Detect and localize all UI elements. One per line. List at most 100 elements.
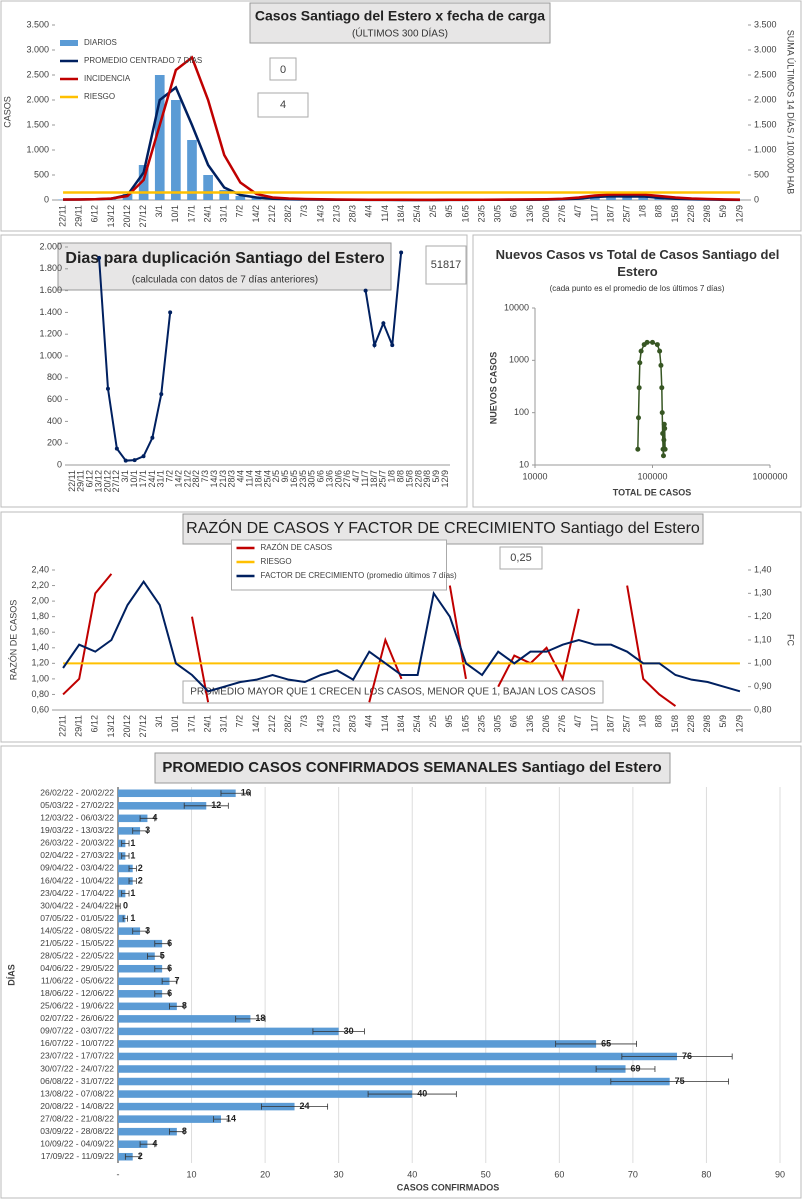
point (644, 339, 650, 345)
x-tick-label: 1/8 (387, 470, 397, 483)
y-tick-label: 20/08/22 - 14/08/22 (40, 1101, 114, 1111)
bar (118, 990, 163, 998)
annotation: 4 (280, 99, 286, 111)
title-box (57, 242, 392, 291)
x-tick-label: 31/1 (219, 205, 229, 223)
data-label: 8 (182, 1001, 187, 1011)
x-tick-label: 7/3 (299, 715, 309, 728)
x-tick-label: 20/6 (333, 470, 343, 488)
bar (118, 814, 148, 823)
error-bar (132, 928, 148, 935)
error-bar (220, 790, 251, 797)
x-tick-label: 25/4 (262, 470, 272, 488)
y-axis-label: RAZÓN DE CASOS (8, 600, 18, 681)
error-bar (128, 878, 137, 884)
bar (118, 1040, 597, 1048)
y2-tick-label: 0,80 (754, 704, 772, 714)
y-tick-label: 09/04/22 - 03/04/22 (40, 863, 114, 873)
x-tick-label: 29/11 (74, 205, 84, 227)
x-tick-label: 5/9 (431, 470, 441, 483)
x-tick-label: 21/2 (267, 205, 277, 223)
x-tick-label: 13/6 (525, 715, 535, 733)
x-tick-label: 27/6 (557, 205, 567, 223)
error-bar (169, 1003, 185, 1010)
x-tick-label: 3/1 (154, 715, 164, 728)
x-tick-label: 4/7 (573, 715, 583, 728)
y-tick-label: 25/06/22 - 19/06/22 (40, 1001, 114, 1011)
data-label: 18 (255, 1013, 265, 1023)
legend-label: DIARIOS (84, 38, 117, 47)
y-tick-label: 04/06/22 - 29/05/22 (40, 963, 114, 973)
x-tick-label: 11/4 (380, 205, 390, 222)
y-tick-label: 02/07/22 - 26/06/22 (40, 1013, 114, 1023)
x-tick-label: 24/1 (202, 715, 212, 733)
x-tick-label: 29/8 (702, 715, 712, 733)
x-tick-label: 21/3 (331, 715, 341, 733)
error-bar (124, 1153, 141, 1160)
x-tick-label: 29/8 (702, 205, 712, 223)
legend-box (231, 539, 447, 591)
data-label: 3 (145, 926, 150, 936)
x-tick-label: 10000 (522, 471, 547, 481)
x-tick-label: 1/8 (638, 715, 648, 728)
bar (118, 914, 126, 923)
x-tick-label: 18/7 (605, 715, 615, 733)
x-tick-label: 27/12 (111, 470, 121, 493)
x-tick-label: 20/12 (122, 715, 132, 738)
data-label: 6 (167, 963, 172, 973)
data-label: 1 (130, 888, 135, 898)
data-label: 12 (211, 800, 221, 810)
point (635, 446, 641, 452)
y-tick-label: 1,60 (31, 627, 49, 637)
point (636, 385, 642, 391)
bar (118, 1077, 670, 1086)
x-tick-label: - (117, 1169, 120, 1179)
x-tick-label: 24/1 (202, 205, 212, 223)
point (657, 348, 663, 354)
bar (118, 1002, 177, 1011)
bar (118, 927, 141, 935)
bar (638, 196, 649, 200)
data-label: 3 (145, 825, 150, 835)
y-tick-label: 100 (514, 407, 529, 417)
y2-tick-label: 1,40 (754, 564, 772, 574)
y-axis-label: CASOS (2, 96, 12, 128)
x-tick-label: 6/12 (90, 715, 100, 733)
x-tick-label: 70 (628, 1169, 638, 1179)
bar (58, 199, 68, 200)
x-tick-label: 17/1 (186, 715, 196, 733)
y-tick-label: 30/07/22 - 24/07/22 (40, 1063, 114, 1073)
title-box (154, 752, 671, 784)
data-label: 0 (123, 900, 128, 910)
x-tick-label: 28/3 (348, 715, 358, 733)
y2-axis-label: SUMA ÚLTIMOS 14 DÍAS / 100.000 HAB (786, 30, 796, 194)
x-tick-label: 13/6 (324, 470, 334, 488)
x-tick-label: 6/6 (509, 205, 519, 218)
x-tick-label: 22/8 (686, 715, 696, 733)
y-tick-label: 3.500 (26, 19, 49, 29)
legend-label: INCIDENCIA (84, 74, 131, 83)
x-tick-label: 13/12 (106, 715, 116, 738)
x-tick-label: 24/1 (147, 470, 157, 488)
bar (118, 1027, 339, 1036)
y-tick-label: 1,20 (31, 658, 49, 668)
bar (219, 190, 230, 200)
point (662, 446, 668, 452)
x-tick-label: 18/4 (253, 470, 263, 488)
point (661, 421, 667, 427)
y-tick-label: 30/04/22 - 24/04/22 (40, 900, 114, 910)
x-tick-label: 13/12 (106, 205, 116, 228)
y-tick-label: 10/09/22 - 04/09/22 (40, 1138, 114, 1148)
annotation: PROMEDIO MAYOR QUE 1 CRECEN LOS CASOS, M… (190, 687, 596, 698)
data-label: 1 (130, 913, 135, 923)
y-tick-label: 26/03/22 - 20/03/22 (40, 838, 114, 848)
data-label: 2 (138, 863, 143, 873)
data-label: 1 (130, 850, 135, 860)
error-bar (367, 1091, 457, 1098)
x-tick-label: 25/4 (412, 715, 422, 733)
x-tick-label: 30/5 (493, 715, 503, 733)
x-tick-label: 27/6 (342, 470, 352, 488)
chart-title: Nuevos Casos vs Total de Casos Santiago … (495, 247, 780, 279)
x-tick-label: 80 (701, 1169, 711, 1179)
y-axis-label: DÍAS (6, 964, 16, 986)
